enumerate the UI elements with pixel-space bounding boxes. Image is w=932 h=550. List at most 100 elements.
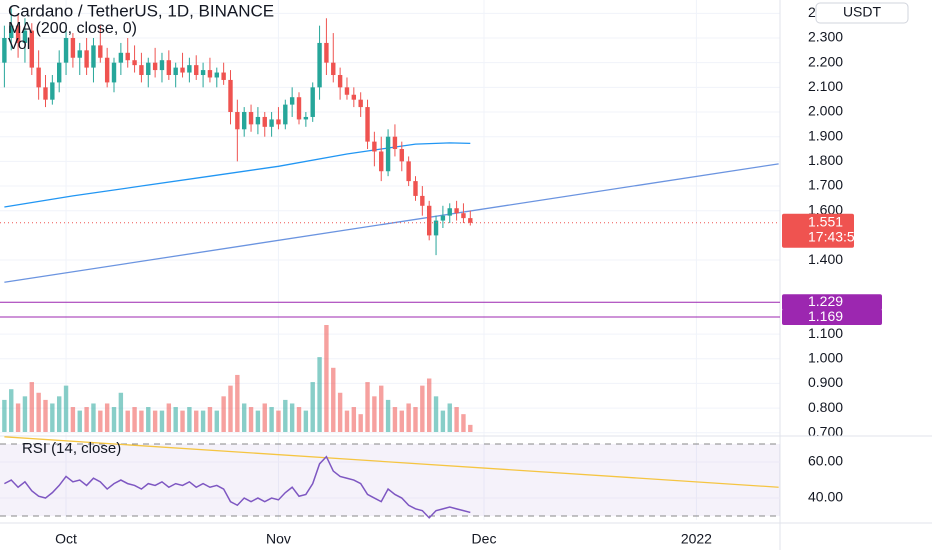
candle-body	[358, 99, 363, 108]
candle-body	[221, 72, 226, 80]
candle-body	[29, 30, 34, 68]
y-tick-label: 0.900	[808, 374, 843, 390]
currency-label: USDT	[843, 4, 882, 20]
volume-bar	[221, 396, 226, 432]
candle-body	[235, 112, 240, 130]
volume-bar	[406, 403, 411, 432]
volume-bar	[289, 403, 295, 432]
candle-body	[426, 205, 432, 236]
candle-body	[104, 57, 110, 83]
volume-bar	[207, 407, 213, 432]
volume-bar	[200, 410, 206, 432]
candle-body	[139, 65, 144, 76]
last-price-label: 1.551	[808, 214, 843, 230]
volume-bar	[139, 410, 144, 432]
volume-bar	[241, 403, 247, 432]
volume-bar	[317, 357, 322, 432]
volume-bar	[70, 407, 76, 432]
volume-bar	[399, 410, 404, 432]
candle-body	[56, 62, 62, 83]
candle-body	[255, 116, 261, 125]
volume-bar	[173, 407, 178, 432]
candle-body	[365, 107, 370, 142]
volume-bar	[331, 367, 336, 432]
rsi-line	[4, 455, 471, 519]
volume-bar	[152, 410, 158, 432]
level-badge	[782, 309, 882, 326]
rsi-band	[0, 444, 780, 517]
volume-bar	[296, 407, 302, 432]
candle-body	[200, 70, 206, 76]
candle-body	[276, 119, 281, 125]
candle-body	[214, 72, 219, 78]
candle-body	[269, 119, 274, 127]
x-tick-label: Nov	[266, 531, 291, 547]
candle-body	[173, 67, 178, 76]
y-tick-label: 1.100	[808, 325, 843, 341]
candle-body	[303, 116, 309, 120]
candle-body	[70, 37, 76, 58]
candle-body	[125, 52, 130, 61]
volume-bar	[324, 325, 329, 432]
candle-body	[337, 75, 343, 88]
candle-body	[50, 82, 55, 100]
volume-bar	[214, 410, 219, 432]
currency-badge	[815, 2, 909, 24]
volume-bar	[146, 407, 151, 432]
y-tick-label: 1.800	[808, 152, 843, 168]
volume-bar	[118, 392, 124, 432]
candle-body	[9, 25, 14, 38]
y-tick-label: 1.600	[808, 201, 843, 217]
candle-body	[262, 116, 267, 127]
indicator-label: MA (200, close, 0)	[8, 20, 137, 37]
volume-bar	[84, 407, 89, 432]
candle-body	[392, 136, 398, 150]
y-tick-label: 0.700	[808, 423, 843, 439]
candle-body	[15, 25, 21, 43]
volume-bar	[337, 392, 343, 432]
y-tick-label: 0.800	[808, 399, 843, 415]
volume-bar	[36, 392, 41, 432]
countdown-label: 17:43:53	[808, 229, 863, 245]
level-label: 1.169	[808, 308, 843, 324]
x-tick-label: Oct	[55, 531, 77, 547]
volume-bar	[235, 374, 240, 432]
candle-body	[399, 149, 404, 162]
volume-bar	[2, 399, 7, 432]
candle-body	[228, 79, 233, 113]
candle-body	[468, 218, 473, 223]
candle-body	[461, 213, 466, 219]
volume-bar	[392, 407, 398, 432]
y-tick-label: 1.900	[808, 127, 843, 143]
rsi-tick-label: 40.00	[808, 489, 843, 505]
candle-body	[146, 62, 151, 76]
volume-bar	[111, 407, 117, 432]
volume-bar	[255, 410, 261, 432]
y-tick-label: 1.000	[808, 349, 843, 365]
volume-bar	[104, 403, 110, 432]
y-tick-label: 2.000	[808, 103, 843, 119]
volume-bar	[351, 407, 357, 432]
candle-body	[385, 136, 391, 172]
candle-body	[317, 42, 322, 88]
rsi-tick-label: 60.00	[808, 453, 843, 469]
candle-body	[63, 37, 69, 63]
rsi-trend-line	[4, 436, 779, 488]
x-tick-label: 2022	[681, 531, 712, 547]
volume-bar	[433, 396, 439, 432]
volume-bar	[159, 410, 165, 432]
level-badge	[782, 294, 882, 311]
candle-body	[289, 97, 295, 105]
volume-bar	[29, 382, 34, 432]
volume-bar	[344, 410, 350, 432]
volume-bar	[372, 396, 377, 432]
volume-bar	[77, 410, 82, 432]
volume-bar	[248, 407, 254, 432]
candle-body	[351, 94, 357, 100]
candle-body	[194, 65, 199, 76]
candle-body	[344, 87, 350, 95]
chart-title: Cardano / TetherUS, 1D, BINANCE	[8, 1, 274, 20]
volume-bar	[15, 403, 21, 432]
candle-body	[2, 37, 7, 63]
